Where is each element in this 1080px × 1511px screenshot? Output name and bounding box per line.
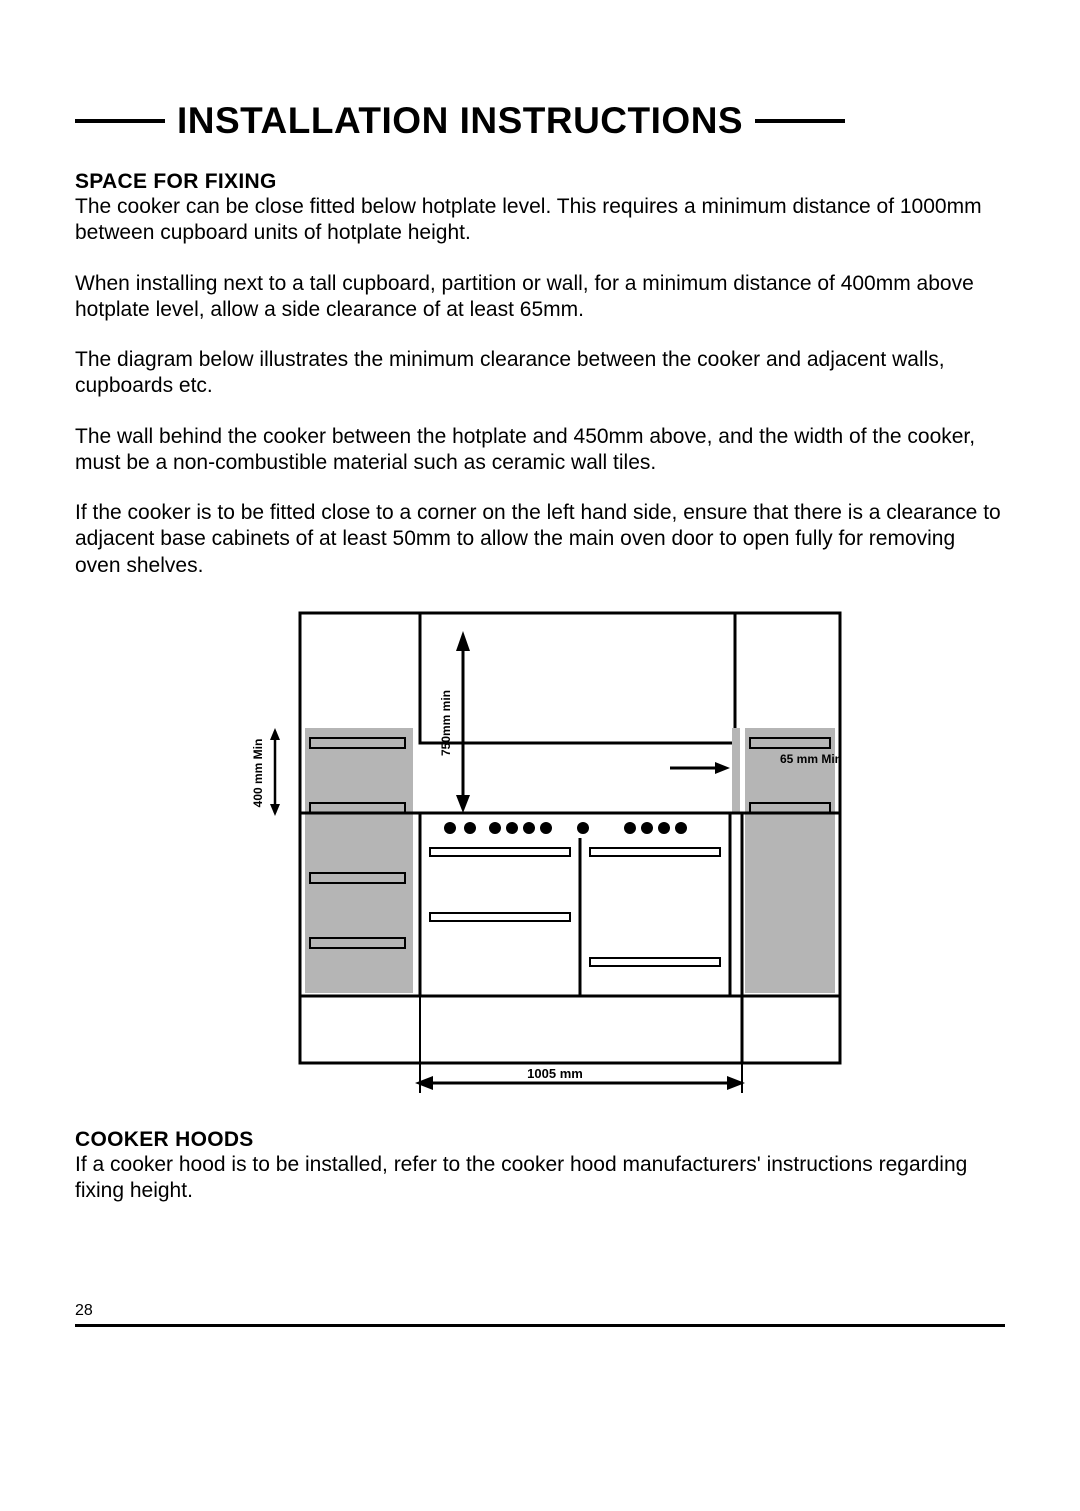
paragraph: The diagram below illustrates the minimu… xyxy=(75,347,1005,400)
title-rule-left xyxy=(75,119,165,123)
footer-rule xyxy=(75,1324,1005,1327)
section-space-for-fixing: SPACE FOR FIXING The cooker can be close… xyxy=(75,170,1005,579)
paragraph: When installing next to a tall cupboard,… xyxy=(75,271,1005,324)
section-heading: SPACE FOR FIXING xyxy=(75,170,1005,194)
paragraph: The wall behind the cooker between the h… xyxy=(75,424,1005,477)
diagram-svg: 400 mm Min 750mm min 65 mm Min 1005 mm xyxy=(220,603,860,1103)
paragraph: If the cooker is to be fitted close to a… xyxy=(75,500,1005,579)
title-row: INSTALLATION INSTRUCTIONS xyxy=(75,100,1005,142)
label-65mm: 65 mm Min xyxy=(780,752,842,766)
page-number: 28 xyxy=(75,1302,101,1320)
label-750mm: 750mm min xyxy=(439,690,453,756)
page-title: INSTALLATION INSTRUCTIONS xyxy=(165,100,755,142)
label-1005mm: 1005 mm xyxy=(527,1066,583,1081)
page-footer: 28 xyxy=(75,1324,1005,1327)
document-page: INSTALLATION INSTRUCTIONS SPACE FOR FIXI… xyxy=(0,0,1080,1387)
paragraph: The cooker can be close fitted below hot… xyxy=(75,194,1005,247)
clearance-diagram: 400 mm Min 750mm min 65 mm Min 1005 mm xyxy=(75,603,1005,1108)
section-cooker-hoods: COOKER HOODS If a cooker hood is to be i… xyxy=(75,1128,1005,1205)
label-400mm: 400 mm Min xyxy=(251,738,265,807)
title-rule-right xyxy=(755,119,845,123)
paragraph: If a cooker hood is to be installed, ref… xyxy=(75,1152,1005,1205)
section-heading: COOKER HOODS xyxy=(75,1128,1005,1152)
